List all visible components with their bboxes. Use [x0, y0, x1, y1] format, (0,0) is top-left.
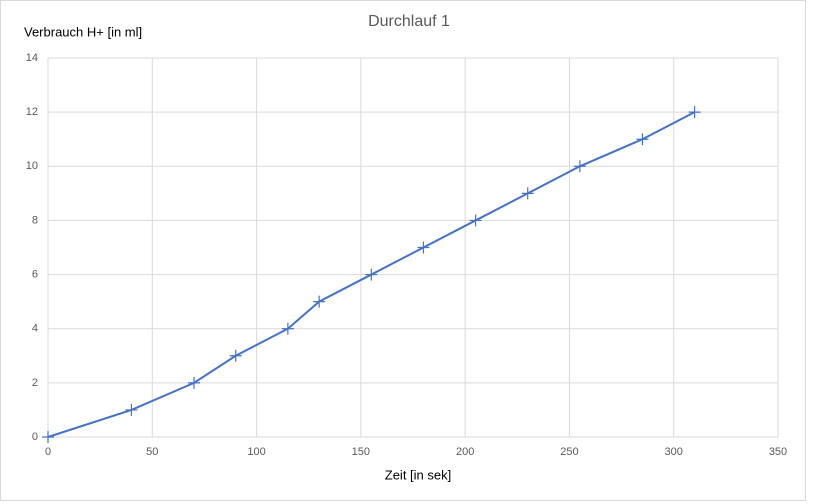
x-tick-label: 150: [352, 446, 370, 458]
data-marker: [636, 133, 649, 146]
data-marker: [42, 431, 54, 443]
x-tick-label: 100: [247, 446, 265, 458]
y-tick-label: 2: [32, 377, 38, 389]
y-tick-label: 10: [26, 160, 38, 172]
y-axis-title: Verbrauch H+ [in ml]: [24, 24, 142, 39]
data-marker: [573, 160, 586, 173]
data-marker: [125, 403, 138, 416]
chart-title: Durchlauf 1: [368, 13, 450, 30]
data-marker: [188, 376, 200, 389]
data-marker: [365, 268, 378, 281]
y-tick-label: 4: [32, 323, 38, 335]
data-marker: [688, 106, 701, 119]
x-tick-label: 200: [456, 446, 474, 458]
y-tick-label: 14: [26, 52, 38, 64]
x-tick-label: 50: [146, 446, 158, 458]
data-marker: [313, 295, 326, 308]
y-tick-label: 6: [32, 268, 38, 280]
y-tick-label: 8: [32, 214, 38, 226]
chart-border: [0, 0, 806, 501]
y-tick-label: 12: [26, 106, 38, 118]
x-tick-label: 300: [665, 446, 683, 458]
data-marker: [469, 214, 482, 227]
data-marker: [521, 187, 534, 200]
x-tick-label: 250: [560, 446, 578, 458]
x-tick-label: 0: [45, 446, 51, 458]
y-tick-label: 0: [32, 431, 38, 443]
x-tick-label: 350: [769, 446, 787, 458]
data-marker: [229, 349, 242, 362]
data-marker: [281, 322, 294, 335]
data-marker: [417, 241, 430, 254]
x-axis-title: Zeit [in sek]: [385, 467, 451, 482]
